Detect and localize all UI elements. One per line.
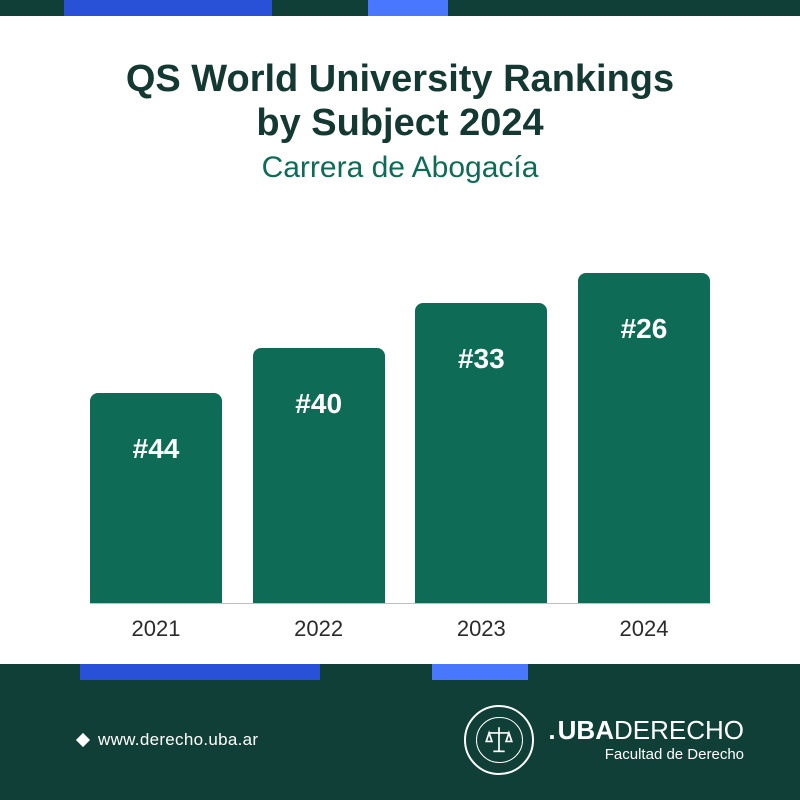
seal-inner-ring [476,717,522,763]
brand-bold: UBA [558,717,614,744]
x-axis-labels: 2021 2022 2023 2024 [90,616,710,642]
title-line2: by Subject 2024 [256,102,543,144]
page-subtitle: Carrera de Abogacía [0,151,800,185]
bar-wrap: #33 [415,303,547,603]
footer-right: .UBADERECHO Facultad de Derecho [464,705,744,775]
bar: #26 [578,273,710,603]
footer: www.derecho.uba.ar .UBADERECHO Facultad … [0,680,800,800]
header: QS World University Rankings by Subject … [0,58,800,185]
brand-light: DERECHO [614,717,744,744]
bar-wrap: #44 [90,393,222,603]
x-axis-label: 2023 [415,616,547,642]
mid-stripe [0,664,800,680]
brand-dot: . [548,717,555,744]
footer-left: www.derecho.uba.ar [78,730,258,750]
bar-wrap: #40 [253,348,385,603]
bar-rank-label: #44 [133,433,180,465]
x-axis-label: 2024 [578,616,710,642]
x-axis-label: 2022 [253,616,385,642]
bar-rank-label: #40 [295,388,342,420]
bar: #33 [415,303,547,603]
brand-block: .UBADERECHO Facultad de Derecho [548,717,744,762]
bar: #40 [253,348,385,603]
brand-sub: Facultad de Derecho [605,747,744,763]
x-axis-label: 2021 [90,616,222,642]
bars-container: #44 #40 #33 #26 [90,244,710,604]
title-line1: QS World University Rankings [126,58,674,100]
bar-rank-label: #33 [458,343,505,375]
footer-url: www.derecho.uba.ar [98,730,258,750]
bar-wrap: #26 [578,273,710,603]
page-title: QS World University Rankings by Subject … [0,58,800,145]
brand-top: .UBADERECHO [548,717,744,744]
top-stripe [0,0,800,16]
bar: #44 [90,393,222,603]
bar-rank-label: #26 [621,313,668,345]
diamond-icon [76,733,90,747]
ranking-bar-chart: #44#40#33#26 2021202220232024 [90,244,710,604]
seal-icon [464,705,534,775]
